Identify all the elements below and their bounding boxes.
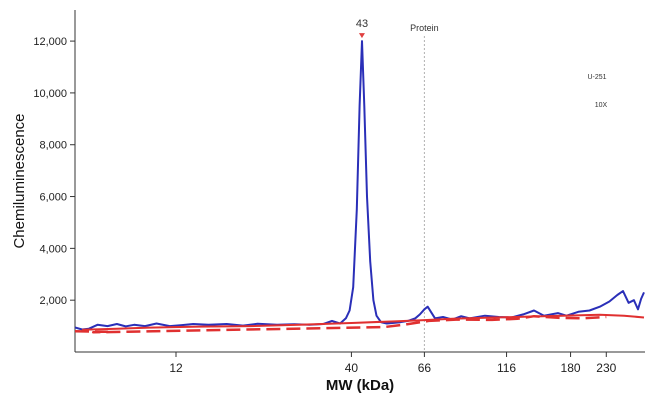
y-ticks: 2,000 4,000 6,000 8,000 10,000 12,000 — [33, 36, 75, 307]
series-line-2 — [82, 313, 645, 331]
x-tick-label: 12 — [169, 361, 183, 375]
x-tick-label: 40 — [345, 361, 359, 375]
y-tick-label: 12,000 — [33, 36, 67, 48]
annotation-label: 10X — [595, 102, 608, 109]
peak-group: 43 — [356, 18, 368, 39]
peak-label: 43 — [356, 18, 368, 30]
annotations: U-251 10X — [587, 74, 607, 109]
protein-reference-label: Protein — [410, 23, 439, 33]
y-axis-title: Chemiluminescence — [11, 113, 28, 248]
series-line-3 — [74, 314, 607, 334]
x-tick-label: 230 — [596, 361, 616, 375]
x-axis-title: MW (kDa) — [326, 377, 394, 394]
axes — [74, 10, 645, 353]
annotation-label: U-251 — [587, 74, 606, 81]
y-tick-label: 8,000 — [39, 140, 67, 152]
series-group — [74, 40, 645, 334]
y-tick-label: 6,000 — [39, 192, 67, 204]
peak-marker — [358, 33, 365, 39]
x-tick-label: 66 — [418, 361, 432, 375]
x-tick-label: 180 — [561, 361, 581, 375]
series-line-1 — [74, 40, 645, 331]
x-ticks: 12 40 66 116 180 230 — [169, 352, 617, 375]
y-tick-label: 10,000 — [33, 88, 67, 100]
x-tick-label: 116 — [497, 361, 516, 375]
y-tick-label: 4,000 — [39, 243, 67, 255]
y-tick-label: 2,000 — [39, 295, 67, 307]
reference-line-group: Protein — [410, 23, 439, 352]
